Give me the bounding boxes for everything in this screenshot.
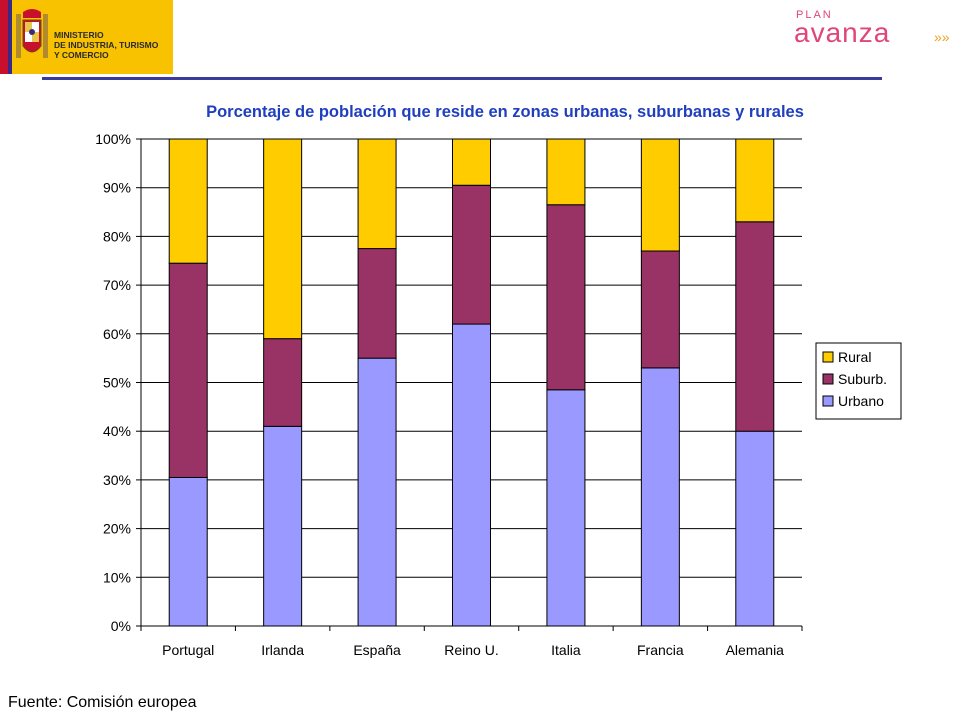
bar-suburb [735,221,775,432]
bar-urbano [357,357,397,627]
bar-rural [263,138,303,340]
bar-suburb [546,204,586,391]
y-tick-label: 10% [103,569,131,585]
y-tick-label: 50% [103,375,131,391]
ministry-logo-panel: MINISTERIO DE INDUSTRIA, TURISMO Y COMER… [0,0,173,74]
x-tick-label: Francia [637,642,684,658]
bar-rural [546,138,586,206]
plan-logo-small: PLAN [796,9,833,21]
y-tick-label: 90% [103,180,131,196]
header-rule [42,77,882,80]
bar-urbano [735,430,775,627]
legend-swatch [822,351,834,363]
bar-suburb [640,250,680,369]
chart-title: Porcentaje de población que reside en zo… [206,103,804,121]
x-tick-label: Alemania [726,642,785,658]
ministry-name: MINISTERIO DE INDUSTRIA, TURISMO Y COMER… [54,30,159,60]
bar-suburb [357,248,397,359]
x-tick-label: Italia [551,642,581,658]
bar-urbano [640,367,680,627]
logo-blue-stripe [8,0,12,74]
y-tick-label: 60% [103,326,131,342]
plan-logo-main: avanza [794,17,890,48]
bar-urbano [263,425,303,627]
y-tick-label: 100% [95,131,131,147]
logo-red-stripe [0,0,8,74]
legend-swatch [822,373,834,385]
y-tick-label: 30% [103,472,131,488]
plan-logo-suffix: »» [934,29,950,45]
x-tick-label: España [353,642,401,658]
bar-suburb [168,262,208,478]
legend-label: Rural [838,349,871,365]
legend-label: Suburb. [838,371,887,387]
y-tick-label: 80% [103,228,131,244]
x-tick-label: Irlanda [261,642,304,658]
bar-urbano [168,476,208,627]
bar-urbano [546,389,586,627]
source-note: Fuente: Comisión europea [8,694,197,711]
bar-rural [640,138,680,252]
plan-avanza-logo: PLAN avanza »» [794,9,950,48]
y-tick-label: 20% [103,521,131,537]
x-tick-label: Reino U. [444,642,498,658]
bar-suburb [263,338,303,427]
y-tick-label: 40% [103,423,131,439]
bar-suburb [452,184,491,325]
bar-rural [357,138,397,250]
bar-urbano [452,323,491,627]
legend-label: Urbano [838,393,884,409]
y-tick-label: 70% [103,277,131,293]
y-tick-label: 0% [111,618,131,634]
x-tick-label: Portugal [162,642,214,658]
legend-swatch [822,395,834,407]
bar-rural [735,138,775,223]
legend: Rural Suburb. Urbano [815,342,902,420]
bar-rural [168,138,208,264]
coat-of-arms-icon [16,9,48,58]
bar-rural [452,138,491,186]
